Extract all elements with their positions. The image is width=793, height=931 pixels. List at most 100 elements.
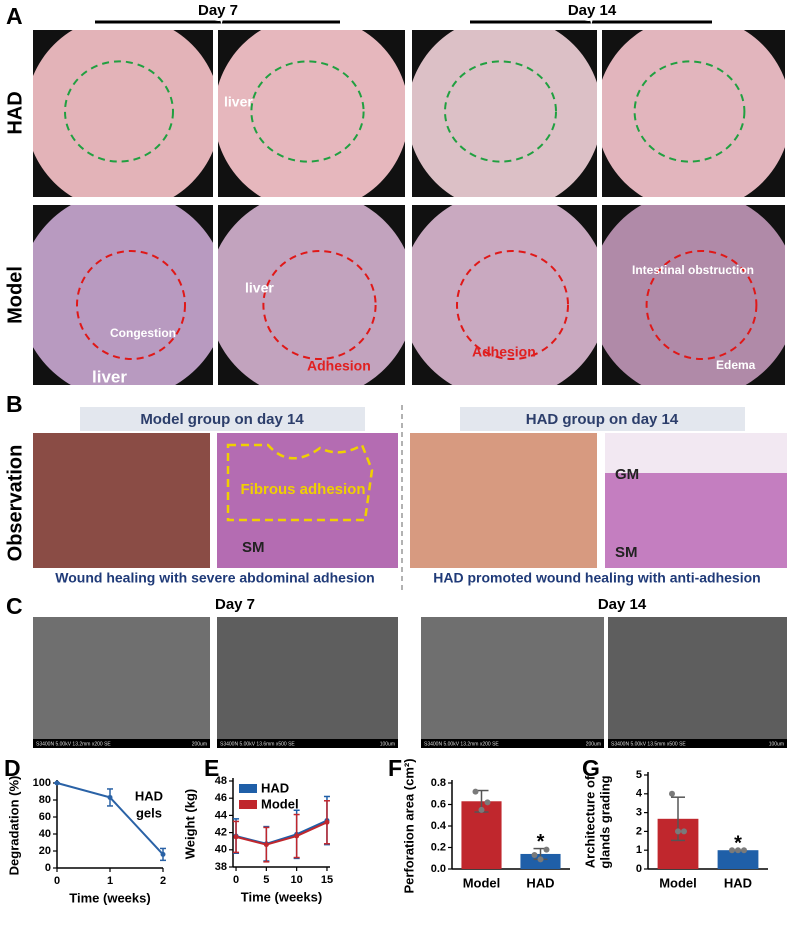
y-tick-label: 0.0 bbox=[431, 863, 446, 875]
y-tick-label: 0.6 bbox=[431, 798, 446, 810]
sem-info: S3400N 5.00kV 13.5mm x500 SE bbox=[611, 741, 686, 747]
legend-label: Model bbox=[261, 796, 299, 811]
x-tick-label: 5 bbox=[263, 874, 269, 886]
y-tick-label: 0 bbox=[45, 862, 51, 874]
outline bbox=[262, 250, 377, 360]
x-tick-label: 15 bbox=[321, 874, 333, 886]
marker bbox=[107, 794, 113, 800]
y-tick-label: 0 bbox=[636, 863, 642, 875]
annotation: HAD bbox=[135, 788, 163, 803]
annotation: Congestion bbox=[110, 326, 176, 340]
data-point bbox=[472, 788, 479, 795]
photo bbox=[410, 433, 597, 568]
panel-letter: A bbox=[6, 3, 23, 29]
line bbox=[235, 821, 328, 846]
image-label: Fibrous adhesion bbox=[240, 481, 365, 498]
y-axis-label: Architecture of bbox=[582, 775, 597, 868]
x-tick-label: Model bbox=[659, 875, 697, 890]
column-header: Day 14 bbox=[568, 2, 617, 19]
data-point bbox=[669, 790, 675, 797]
caption: Wound healing with severe abdominal adhe… bbox=[55, 570, 374, 586]
marker bbox=[294, 833, 300, 839]
sem-info: S3400N 5.00kV 13.2mm x200 SE bbox=[36, 741, 111, 747]
sem-footer bbox=[33, 739, 210, 748]
panel-letter: B bbox=[6, 391, 23, 417]
x-tick-label: 10 bbox=[291, 874, 303, 886]
sem-scale: 200um bbox=[192, 741, 207, 747]
x-tick-label: HAD bbox=[724, 875, 752, 890]
sem-image bbox=[33, 617, 210, 748]
bar bbox=[717, 850, 759, 869]
sem-scale: 100um bbox=[769, 741, 784, 747]
group-title: HAD group on day 14 bbox=[526, 411, 679, 428]
outline bbox=[250, 60, 365, 163]
significance: * bbox=[734, 832, 742, 854]
row-label: Model bbox=[4, 266, 26, 324]
y-tick-label: 20 bbox=[39, 845, 51, 857]
endoscopy-photo bbox=[218, 205, 405, 385]
y-tick-label: 60 bbox=[39, 811, 51, 823]
photo-region bbox=[605, 433, 787, 473]
column-header: Day 7 bbox=[198, 2, 238, 19]
outline bbox=[645, 250, 758, 360]
banner bbox=[460, 407, 745, 431]
y-axis-label: glands grading bbox=[597, 775, 612, 868]
data-point bbox=[729, 847, 735, 854]
endoscopy-photo bbox=[412, 30, 597, 197]
image-label: SM bbox=[242, 539, 265, 556]
annotation: Edema bbox=[716, 358, 756, 372]
annotation: gels bbox=[136, 805, 162, 820]
x-tick-label: 0 bbox=[54, 875, 60, 887]
data-point bbox=[543, 846, 550, 853]
x-tick-label: HAD bbox=[526, 875, 554, 890]
data-point bbox=[537, 856, 544, 863]
row-label: HAD bbox=[4, 91, 26, 134]
sem-footer bbox=[217, 739, 398, 748]
panel-letter: C bbox=[6, 593, 23, 619]
data-point bbox=[681, 828, 687, 835]
endoscopy-photo bbox=[602, 30, 785, 197]
legend-swatch bbox=[239, 784, 257, 793]
panel-letter: E bbox=[204, 755, 219, 781]
image-label: GM bbox=[615, 466, 639, 483]
outline bbox=[633, 60, 746, 163]
data-point bbox=[735, 847, 741, 854]
side-label: Observation bbox=[4, 445, 26, 562]
x-axis-label: Time (weeks) bbox=[241, 889, 322, 904]
marker bbox=[233, 834, 239, 840]
y-tick-label: 48 bbox=[215, 775, 227, 787]
y-tick-label: 4 bbox=[636, 788, 643, 800]
annotation: liver bbox=[224, 94, 253, 110]
y-axis-label: Weight (kg) bbox=[182, 789, 197, 860]
sem-image bbox=[217, 617, 398, 748]
marker bbox=[263, 842, 269, 848]
outline bbox=[444, 60, 557, 163]
data-point bbox=[478, 806, 485, 813]
data-point bbox=[675, 828, 681, 835]
x-axis-label: Time (weeks) bbox=[69, 890, 150, 905]
caption: HAD promoted wound healing with anti-adh… bbox=[433, 570, 760, 586]
sem-scale: 100um bbox=[380, 741, 395, 747]
image-layer bbox=[33, 30, 787, 748]
x-tick-label: 2 bbox=[160, 875, 166, 887]
data-point bbox=[484, 799, 491, 806]
annotation: liver bbox=[92, 367, 127, 386]
annotation: liver bbox=[245, 280, 274, 296]
y-tick-label: 5 bbox=[636, 769, 642, 781]
y-tick-label: 2 bbox=[636, 825, 642, 837]
sem-footer bbox=[421, 739, 604, 748]
x-tick-label: Model bbox=[463, 875, 501, 890]
outline bbox=[76, 250, 186, 360]
group-title: Model group on day 14 bbox=[140, 411, 304, 428]
y-tick-label: 44 bbox=[215, 809, 228, 821]
significance: * bbox=[537, 831, 545, 853]
panel-letter: D bbox=[4, 755, 21, 781]
endoscopy-photo bbox=[602, 205, 785, 385]
y-axis-label: Perforation area (cm²) bbox=[401, 758, 416, 893]
y-tick-label: 1 bbox=[636, 844, 642, 856]
y-tick-label: 38 bbox=[215, 861, 227, 873]
panel-letter: F bbox=[388, 755, 402, 781]
column-header: Day 14 bbox=[598, 596, 647, 613]
